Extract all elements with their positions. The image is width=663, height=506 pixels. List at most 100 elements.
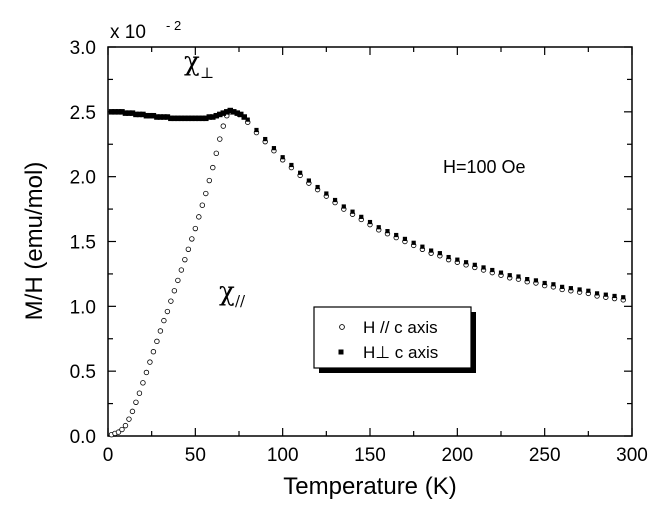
y-scale-label: x 10 bbox=[110, 22, 146, 43]
data-point bbox=[560, 284, 565, 289]
data-point bbox=[150, 112, 157, 119]
data-point bbox=[234, 110, 241, 116]
series-perpendicular bbox=[108, 107, 626, 300]
data-point bbox=[402, 236, 408, 242]
data-point bbox=[161, 317, 167, 324]
data-point bbox=[136, 390, 143, 396]
data-point bbox=[143, 112, 150, 119]
data-point bbox=[507, 273, 512, 278]
data-point bbox=[245, 117, 250, 122]
data-point bbox=[341, 204, 346, 209]
data-point bbox=[157, 328, 164, 334]
data-point bbox=[143, 369, 150, 376]
data-point bbox=[206, 114, 213, 120]
data-point bbox=[227, 107, 234, 114]
chi-par-subscript: // bbox=[235, 292, 246, 310]
data-point bbox=[164, 114, 171, 120]
data-point bbox=[621, 295, 626, 300]
data-point bbox=[136, 111, 143, 118]
plot-frame bbox=[107, 46, 633, 437]
data-point bbox=[220, 123, 226, 129]
data-point bbox=[192, 115, 199, 122]
data-point bbox=[481, 265, 486, 270]
data-point bbox=[213, 112, 220, 119]
data-point bbox=[254, 127, 259, 133]
x-tick-label: 300 bbox=[616, 445, 648, 466]
data-point bbox=[115, 429, 122, 435]
x-tick-labels: 0 50 100 150 200 250 300 bbox=[103, 445, 648, 466]
data-points bbox=[108, 107, 626, 438]
chi-par-label: χ bbox=[219, 277, 235, 307]
data-point bbox=[490, 267, 495, 273]
data-point bbox=[315, 184, 320, 190]
data-point bbox=[332, 197, 338, 203]
data-point bbox=[140, 380, 146, 386]
y-tick-labels: 0.0 0.5 1.0 1.5 2.0 2.5 3.0 bbox=[70, 38, 96, 448]
data-point bbox=[437, 251, 442, 256]
y-tick-label: 1.5 bbox=[70, 233, 96, 254]
y-axis-title: M/H (emu/mol) bbox=[21, 162, 48, 321]
chi-perp-label: χ bbox=[184, 47, 200, 77]
data-point bbox=[189, 236, 195, 242]
data-point bbox=[455, 257, 460, 262]
data-point bbox=[206, 177, 213, 184]
data-point bbox=[289, 162, 294, 168]
data-point bbox=[154, 338, 160, 345]
data-point bbox=[171, 115, 178, 122]
data-point bbox=[525, 277, 530, 282]
data-point bbox=[112, 109, 118, 115]
data-point bbox=[168, 298, 174, 304]
data-point bbox=[203, 190, 209, 197]
data-point bbox=[192, 225, 199, 232]
y-scale-exponent: - 2 bbox=[166, 18, 181, 33]
x-tick-label: 200 bbox=[441, 445, 473, 466]
y-tick-label: 0.0 bbox=[70, 427, 96, 448]
legend-box bbox=[313, 306, 472, 369]
data-point bbox=[175, 115, 181, 122]
data-point bbox=[108, 109, 115, 115]
data-point bbox=[217, 136, 223, 142]
data-point bbox=[147, 112, 153, 119]
data-point bbox=[129, 408, 136, 415]
data-point bbox=[594, 291, 600, 296]
data-point bbox=[411, 240, 416, 245]
data-point bbox=[577, 287, 582, 292]
data-point bbox=[217, 111, 223, 118]
x-tick-label: 100 bbox=[267, 445, 299, 466]
data-point bbox=[533, 278, 539, 283]
legend-marker-filled-square bbox=[338, 349, 344, 355]
data-point bbox=[213, 150, 219, 157]
series-parallel bbox=[108, 109, 626, 438]
data-point bbox=[263, 136, 268, 142]
data-point bbox=[603, 292, 608, 297]
data-point bbox=[271, 146, 277, 151]
data-point bbox=[196, 214, 202, 220]
data-point bbox=[241, 114, 247, 120]
data-point bbox=[122, 110, 129, 116]
data-point bbox=[231, 109, 237, 115]
x-tick-label: 150 bbox=[354, 445, 386, 466]
data-point bbox=[171, 288, 178, 294]
data-point bbox=[612, 293, 617, 299]
data-point bbox=[385, 229, 390, 234]
data-point bbox=[182, 115, 188, 122]
data-point bbox=[472, 262, 477, 267]
data-point bbox=[178, 267, 185, 273]
data-point bbox=[175, 277, 181, 284]
data-point bbox=[147, 359, 153, 365]
data-point bbox=[161, 114, 167, 120]
x-tick-label: 50 bbox=[185, 445, 206, 466]
data-point bbox=[199, 202, 206, 208]
data-point bbox=[182, 256, 188, 263]
data-point bbox=[463, 260, 469, 265]
legend-label-parallel: H // c axis bbox=[363, 318, 438, 337]
data-point bbox=[446, 254, 451, 260]
data-point bbox=[394, 232, 399, 238]
x-axis-title: Temperature (K) bbox=[283, 473, 456, 500]
axis-ticks bbox=[107, 46, 633, 437]
data-point bbox=[154, 114, 160, 120]
data-point bbox=[119, 109, 125, 115]
data-point bbox=[586, 288, 591, 293]
chi-perp-subscript: ⊥ bbox=[200, 64, 214, 82]
